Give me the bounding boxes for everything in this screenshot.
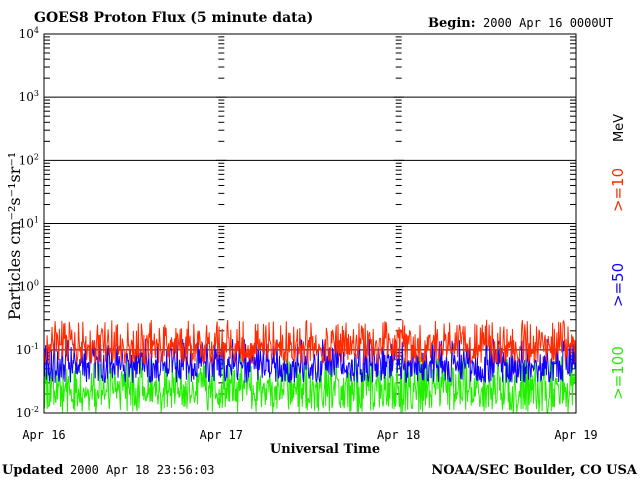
- updated-label: Updated: [2, 463, 63, 478]
- y-tick-label: 103: [19, 89, 39, 104]
- y-tick-label: 10-1: [16, 342, 39, 357]
- chart-title: GOES8 Proton Flux (5 minute data): [34, 10, 313, 26]
- y-tick-labels: 10-2 10-1 100 101 102 103 104: [16, 26, 39, 420]
- begin-value: 2000 Apr 16 0000UT: [483, 16, 613, 30]
- x-tick-label: Apr 16: [22, 428, 65, 442]
- x-tick-label: Apr 18: [377, 428, 420, 442]
- legend-unit-mev: MeV: [612, 114, 627, 142]
- plot-frame: [43, 33, 577, 414]
- footer-credit: NOAA/SEC Boulder, CO USA: [431, 463, 638, 478]
- legend-series-ge100: >=100: [609, 346, 627, 400]
- y-tick-label: 102: [19, 152, 39, 167]
- series-line-50: [43, 338, 577, 384]
- y-tick-label: 101: [19, 216, 39, 231]
- legend-series-ge10: >=10: [609, 168, 627, 212]
- y-tick-label: 10-2: [16, 405, 39, 420]
- updated-value: 2000 Apr 18 23:56:03: [70, 463, 215, 477]
- legend-series-ge50: >=50: [609, 263, 627, 307]
- y-axis-label: Particles cm⁻²s⁻¹sr⁻¹: [5, 152, 24, 320]
- grid-lines: [44, 96, 576, 351]
- x-tick-labels: Apr 16 Apr 17 Apr 18 Apr 19: [22, 428, 597, 442]
- x-tick-label: Apr 19: [554, 428, 597, 442]
- series-line-100: [43, 356, 577, 414]
- y-tick-label: 100: [19, 279, 39, 294]
- series-line-10: [43, 319, 577, 365]
- x-tick-label: Apr 17: [200, 428, 243, 442]
- begin-label: Begin:: [428, 16, 476, 31]
- y-tick-label: 104: [19, 26, 39, 41]
- series-lines: [43, 319, 577, 414]
- x-axis-label: Universal Time: [270, 442, 380, 457]
